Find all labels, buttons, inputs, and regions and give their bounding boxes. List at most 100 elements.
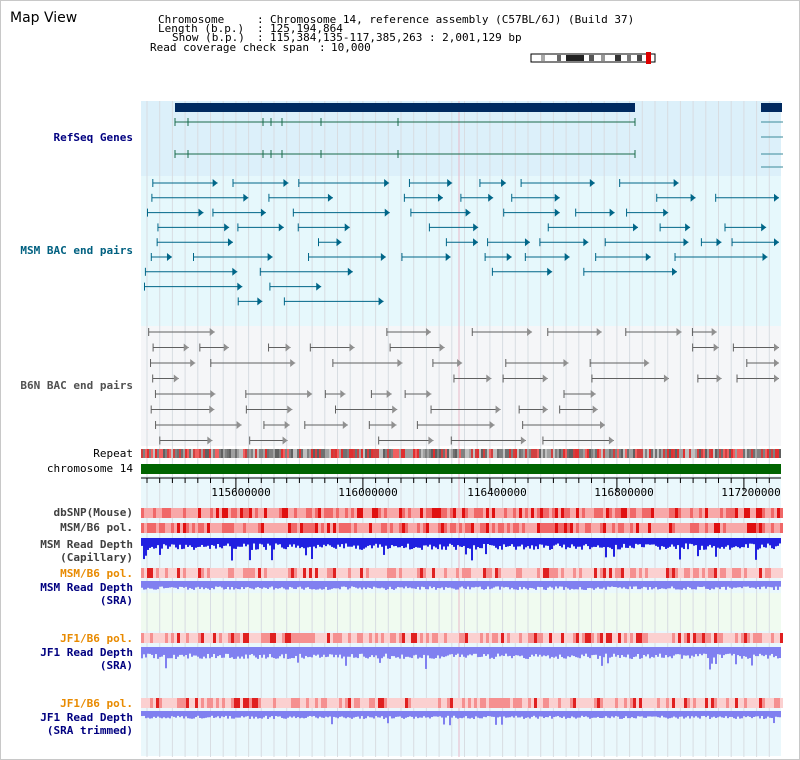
read-depth-bar [769, 647, 771, 656]
polymorphism-cell [288, 568, 291, 578]
track-label-refseq-genes[interactable]: RefSeq Genes [53, 131, 133, 144]
polymorphism-cell [432, 523, 435, 533]
polymorphism-cell [348, 568, 351, 578]
read-depth-bar [371, 581, 373, 589]
polymorphism-cell [525, 698, 528, 708]
repeat-bar [599, 449, 601, 458]
track-label-msm-depth-capillary[interactable]: MSM Read Depth [40, 538, 133, 551]
read-depth-bar [279, 538, 281, 545]
polymorphism-cell [690, 508, 693, 518]
polymorphism-cell [390, 568, 393, 578]
polymorphism-cell [570, 698, 573, 708]
read-depth-bar [671, 581, 673, 587]
read-depth-bar [535, 647, 537, 655]
polymorphism-cell [384, 633, 387, 643]
track-label-msm-bac[interactable]: MSM BAC end pairs [20, 244, 133, 257]
read-depth-bar [527, 647, 529, 659]
read-depth-bar [293, 538, 295, 545]
repeat-bar [697, 449, 699, 458]
track-label-msm-b6-pol-2[interactable]: MSM/B6 pol. [60, 567, 133, 580]
polymorphism-cell [621, 523, 624, 533]
polymorphism-cell [156, 633, 159, 643]
polymorphism-cell [411, 508, 414, 518]
read-depth-bar [769, 538, 771, 546]
read-depth-bar [445, 581, 447, 588]
polymorphism-cell [408, 508, 411, 518]
read-depth-bar [711, 581, 713, 589]
polymorphism-cell [513, 568, 516, 578]
polymorphism-cell [204, 698, 207, 708]
polymorphism-cell [420, 633, 423, 643]
polymorphism-cell [210, 523, 213, 533]
read-depth-bar [529, 711, 531, 719]
read-depth-bar [159, 647, 161, 658]
b6n-bac-arrow [527, 328, 533, 336]
read-depth-bar [355, 581, 357, 588]
polymorphism-cell [378, 633, 381, 643]
read-depth-bar [765, 538, 767, 548]
polymorphism-cell [141, 508, 144, 518]
read-depth-bar [287, 538, 289, 548]
polymorphism-cell [435, 508, 438, 518]
track-label-b6n-bac[interactable]: B6N BAC end pairs [20, 379, 133, 392]
polymorphism-cell [570, 523, 573, 533]
read-depth-bar [429, 711, 431, 719]
polymorphism-cell [486, 508, 489, 518]
repeat-bar [233, 449, 235, 458]
polymorphism-cell [318, 508, 321, 518]
read-depth-bar [519, 538, 521, 547]
polymorphism-cell [396, 523, 399, 533]
read-depth-bar [387, 647, 389, 659]
polymorphism-cell [414, 568, 417, 578]
read-depth-bar [175, 647, 177, 659]
polymorphism-cell [684, 508, 687, 518]
read-depth-bar [261, 538, 263, 545]
track-label-msm-depth-sra[interactable]: MSM Read Depth [40, 581, 133, 594]
polymorphism-cell [645, 568, 648, 578]
read-depth-bar [325, 538, 327, 547]
read-depth-bar [565, 711, 567, 719]
polymorphism-cell [732, 508, 735, 518]
read-depth-bar [607, 647, 609, 664]
repeat-bar [509, 449, 511, 458]
polymorphism-cell [561, 508, 564, 518]
polymorphism-cell [156, 508, 159, 518]
read-depth-bar [463, 538, 465, 546]
polymorphism-cell [603, 698, 606, 708]
read-depth-bar [211, 538, 213, 546]
read-depth-bar [195, 581, 197, 588]
polymorphism-cell [561, 523, 564, 533]
polymorphism-cell [567, 523, 570, 533]
repeat-bar [199, 449, 201, 458]
read-depth-bar [179, 581, 181, 587]
polymorphism-cell [699, 508, 702, 518]
track-label-dbsnp[interactable]: dbSNP(Mouse) [53, 506, 133, 519]
polymorphism-cell [672, 508, 675, 518]
polymorphism-cell [489, 698, 492, 708]
read-depth-bar [475, 581, 477, 587]
polymorphism-cell [324, 568, 327, 578]
read-depth-bar [153, 647, 155, 659]
track-label-jf1-b6-pol-2[interactable]: JF1/B6 pol. [60, 697, 133, 710]
repeat-bar [161, 449, 163, 458]
track-label-jf1-depth-trim[interactable]: JF1 Read Depth [40, 711, 133, 724]
read-depth-bar [423, 647, 425, 655]
polymorphism-cell [489, 508, 492, 518]
polymorphism-cell [771, 508, 774, 518]
repeat-bar [309, 449, 311, 458]
read-depth-bar [251, 647, 253, 655]
polymorphism-cell [255, 508, 258, 518]
read-depth-bar [773, 538, 775, 550]
track-label-jf1-depth-sra[interactable]: JF1 Read Depth [40, 646, 133, 659]
read-depth-bar [143, 581, 145, 590]
read-depth-bar [249, 647, 251, 655]
read-depth-bar [211, 581, 213, 589]
polymorphism-cell [306, 508, 309, 518]
track-label-jf1-b6-pol[interactable]: JF1/B6 pol. [60, 632, 133, 645]
polymorphism-cell [660, 698, 663, 708]
read-depth-bar [723, 538, 725, 549]
read-depth-bar [773, 711, 775, 724]
track-label-msm-b6-pol[interactable]: MSM/B6 pol. [60, 521, 133, 534]
polymorphism-cell [687, 523, 690, 533]
